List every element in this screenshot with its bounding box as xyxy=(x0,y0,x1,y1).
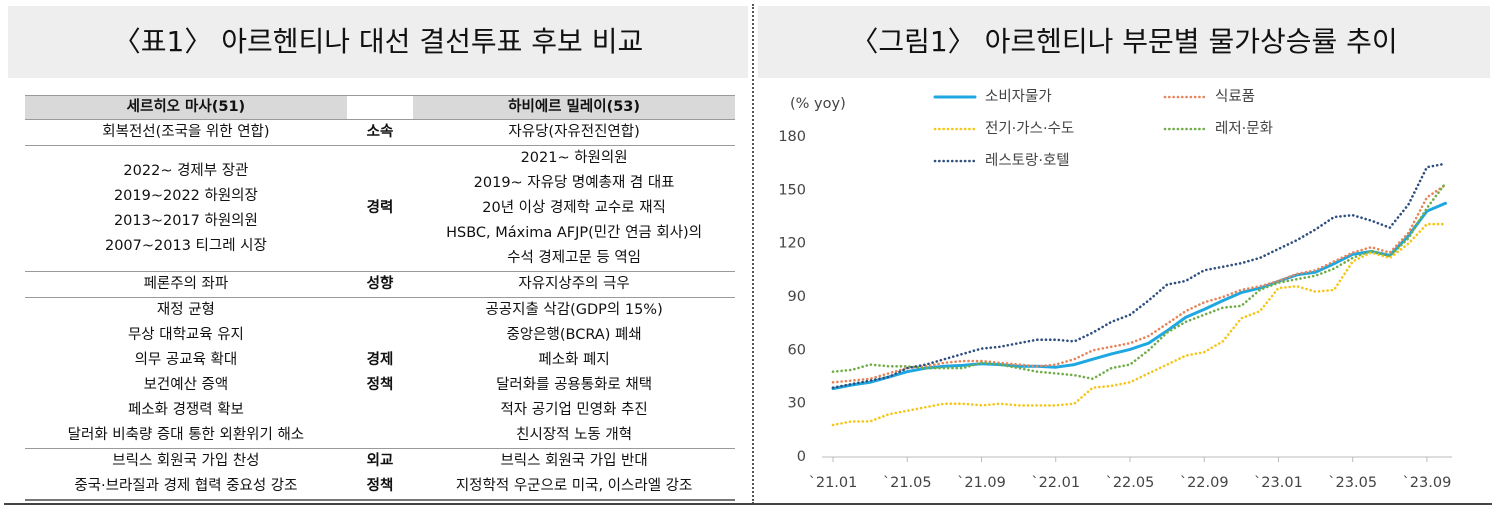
cell-line: 보건예산 증액 xyxy=(143,377,229,393)
y-tick-label: 180 xyxy=(778,129,806,145)
header-cell: 하비에르 밀레이(53) xyxy=(413,95,735,120)
series-line xyxy=(831,222,1447,427)
cell-line: 성향 xyxy=(366,276,394,292)
y-tick-label: 60 xyxy=(788,342,806,358)
cell-line: 페소화 경쟁력 확보 xyxy=(127,402,244,418)
header-row: 세르히오 마사(51) 하비에르 밀레이(53) xyxy=(25,95,735,120)
cell-line: 의무 공교육 확대 xyxy=(134,352,238,368)
bottom-rule xyxy=(4,503,1492,505)
cell-line: 달러화를 공용통화로 채택 xyxy=(496,377,653,393)
series-line xyxy=(831,201,1447,391)
cell-line: 자유지상주의 극우 xyxy=(518,276,630,292)
x-tick-label: `21.05 xyxy=(883,475,932,491)
cell-line: 공공지출 삭감(GDP의 15%) xyxy=(485,302,663,318)
legend-label: 전기·가스·수도 xyxy=(985,120,1074,137)
cell-line: HSBC, Máxima AFJP(민간 연금 회사)의 xyxy=(446,225,703,241)
cell-line: 2019~2022 하원의장 xyxy=(113,187,258,204)
cell-line: 적자 공기업 민영화 추진 xyxy=(500,402,648,418)
divider xyxy=(752,4,754,504)
series-line xyxy=(831,162,1447,389)
x-tick-label: `23.05 xyxy=(1328,475,1377,491)
y-tick-label: 150 xyxy=(778,182,806,198)
y-tick-label: 120 xyxy=(778,236,806,252)
table-cell: 2021~ 하원의원 2019~ 자유당 명예총재 겸 대표 20년 이상 경제학 … xyxy=(413,145,735,272)
chart-title: 〈그림1〉 아르헨티나 부문별 물가상승률 추이 xyxy=(758,6,1490,78)
table-row: 브릭스 회원국 가입 찬성 중국·브라질과 경제 협력 중요성 강조 외교 정책 브릭스… xyxy=(25,448,735,501)
y-tick-label: 30 xyxy=(788,396,806,412)
table-cell: 경력 xyxy=(346,145,414,272)
legend-label: 레저·문화 xyxy=(1215,120,1273,137)
cell-line: 2019~ 자유당 명예총재 겸 대표 xyxy=(473,175,675,191)
cell-line: 달러화 비축량 증대 통한 외환위기 해소 xyxy=(67,427,305,443)
x-tick-label: `22.05 xyxy=(1106,475,1155,491)
cell-line: 친시장적 노동 개혁 xyxy=(516,427,633,443)
cell-line: 정책 xyxy=(366,377,394,393)
x-tick-label: `23.09 xyxy=(1403,475,1452,491)
cell-line: 2013~2017 하원의원 xyxy=(113,212,258,229)
table-row: 페론주의 좌파 성향 자유지상주의 극우 xyxy=(25,271,735,298)
legend-label: 식료품 xyxy=(1215,88,1255,105)
table-title: 〈표1〉 아르헨티나 대선 결선투표 후보 비교 xyxy=(8,6,748,78)
x-tick-label: `21.09 xyxy=(957,475,1006,491)
cell-line: 20년 이상 경제학 교수로 재직 xyxy=(482,200,666,216)
table-cell: 2022~ 경제부 장관 2019~2022 하원의장 2013~2017 하원의원… xyxy=(25,145,347,272)
cell-line: 수석 경제고문 등 역임 xyxy=(507,250,642,266)
cell-line: 중국·브라질과 경제 협력 중요성 강조 xyxy=(74,478,298,494)
y-tick-label: 90 xyxy=(788,289,806,305)
cell-line: 브릭스 회원국 가입 찬성 xyxy=(112,453,260,469)
cell-line: 경제 xyxy=(366,352,394,368)
cell-line: 페소화 폐지 xyxy=(538,352,610,368)
table-cell: 자유당(자유전진연합) xyxy=(413,119,735,146)
table-cell: 자유지상주의 극우 xyxy=(413,271,735,298)
cell-line: 중앙은행(BCRA) 폐쇄 xyxy=(506,327,642,343)
x-tick-label: `23.01 xyxy=(1254,475,1303,491)
table-row: 2022~ 경제부 장관 2019~2022 하원의장 2013~2017 하원의원… xyxy=(25,145,735,272)
cell-line: 무상 대학교육 유지 xyxy=(127,327,244,343)
comparison-table: 세르히오 마사(51) 하비에르 밀레이(53) 회복전선(조국을 위한 연합)… xyxy=(25,95,735,501)
table-cell: 성향 xyxy=(346,271,414,298)
y-tick-label: 0 xyxy=(797,449,806,465)
header-cell: 세르히오 마사(51) xyxy=(25,95,347,120)
legend-label: 레스토랑·호텔 xyxy=(985,152,1070,169)
x-tick-label: `22.01 xyxy=(1031,475,1080,491)
cell-line: 지정학적 우군으로 미국, 이스라엘 강조 xyxy=(455,478,693,494)
y-axis-label: (% yoy) xyxy=(790,96,846,112)
cell-line: 정책 xyxy=(366,478,394,494)
series-line xyxy=(831,183,1447,384)
x-tick-label: `22.09 xyxy=(1180,475,1229,491)
cell-line: 2007~2013 티그레 시장 xyxy=(104,237,267,254)
cell-line: 소속 xyxy=(366,124,394,140)
table-body: 세르히오 마사(51) 하비에르 밀레이(53) 회복전선(조국을 위한 연합)… xyxy=(25,95,735,501)
cell-line: 회복전선(조국을 위한 연합) xyxy=(102,124,270,140)
x-tick-label: `21.01 xyxy=(809,475,858,491)
cell-line: 2022~ 경제부 장관 xyxy=(123,162,249,179)
series-line xyxy=(831,181,1447,381)
cell-line: 브릭스 회원국 가입 반대 xyxy=(500,453,648,469)
cell-line: 자유당(자유전진연합) xyxy=(508,124,640,140)
cell-line: 2021~ 하원의원 xyxy=(520,150,628,166)
cell-line: 페론주의 좌파 xyxy=(143,276,229,292)
cell-line: 경력 xyxy=(366,200,394,216)
cell-line: 재정 균형 xyxy=(156,302,215,318)
legend-label: 소비자물가 xyxy=(985,88,1052,105)
cell-line: 외교 xyxy=(366,453,394,469)
